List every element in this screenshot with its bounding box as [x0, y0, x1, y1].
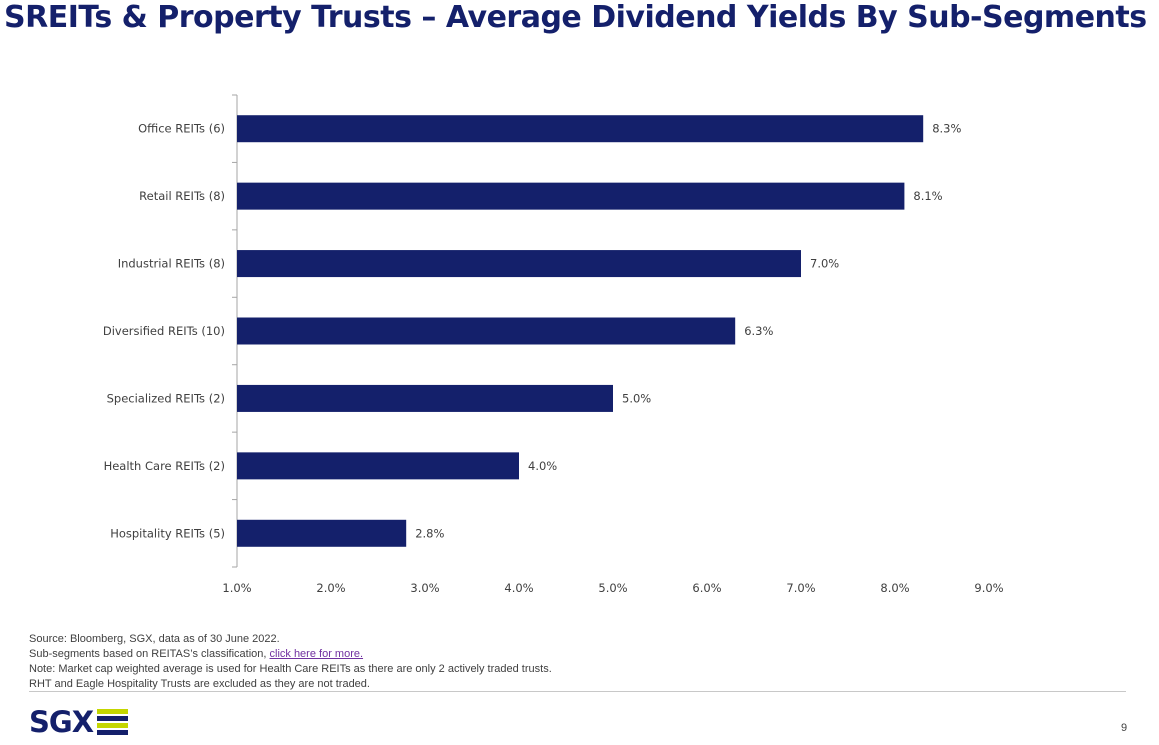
category-label: Health Care REITs (2) [104, 459, 225, 473]
category-label: Diversified REITs (10) [103, 324, 225, 338]
page-title: SREITs & Property Trusts – Average Divid… [4, 0, 1147, 35]
data-label: 7.0% [810, 257, 839, 271]
data-label: 8.1% [913, 189, 942, 203]
click-here-link[interactable]: click here for more. [269, 648, 364, 660]
bar [237, 317, 736, 345]
bar [237, 250, 801, 278]
data-label: 6.3% [744, 324, 773, 338]
logo-stripe [97, 723, 129, 729]
x-tick-label: 8.0% [880, 581, 909, 595]
x-tick-label: 6.0% [692, 581, 721, 595]
category-label: Hospitality REITs (5) [110, 526, 225, 540]
footnotes: Source: Bloomberg, SGX, data as of 30 Ju… [29, 632, 552, 692]
x-tick-label: 4.0% [504, 581, 533, 595]
logo-stripe [97, 708, 129, 714]
subsegment-note: Sub-segments based on REITAS’s classific… [29, 647, 552, 662]
data-label: 5.0% [622, 391, 651, 405]
sgx-logo-mark-icon [97, 708, 129, 736]
x-tick-label: 3.0% [410, 581, 439, 595]
x-tick-label: 5.0% [598, 581, 627, 595]
page-number: 9 [1121, 722, 1128, 734]
source-note: Source: Bloomberg, SGX, data as of 30 Ju… [29, 633, 280, 645]
x-tick-label: 7.0% [786, 581, 815, 595]
subsegment-note-text: Sub-segments based on REITAS’s classific… [29, 648, 270, 660]
logo-stripe [97, 730, 129, 736]
x-tick-label: 9.0% [974, 581, 1003, 595]
bar [237, 452, 519, 480]
category-label: Industrial REITs (8) [118, 257, 225, 271]
sgx-logo: SGX [29, 704, 129, 740]
footer-divider [29, 691, 1126, 692]
category-label: Retail REITs (8) [139, 189, 225, 203]
data-label: 4.0% [528, 459, 557, 473]
category-label: Specialized REITs (2) [107, 391, 225, 405]
x-tick-label: 1.0% [222, 581, 251, 595]
category-label: Office REITs (6) [138, 122, 225, 136]
data-label: 2.8% [415, 526, 444, 540]
bar [237, 115, 924, 143]
logo-stripe [97, 715, 129, 721]
bar [237, 384, 613, 412]
sgx-logo-text: SGX [29, 705, 94, 739]
bar [237, 182, 905, 210]
excluded-note: RHT and Eagle Hospitality Trusts are exc… [29, 678, 370, 690]
data-label: 8.3% [932, 122, 961, 136]
bar-chart: Office REITs (6) 8.3% Retail REITs (8) 8.1%… [103, 94, 1004, 595]
bar [237, 519, 407, 547]
market-cap-note: Note: Market cap weighted average is use… [29, 663, 552, 675]
x-tick-label: 2.0% [316, 581, 345, 595]
